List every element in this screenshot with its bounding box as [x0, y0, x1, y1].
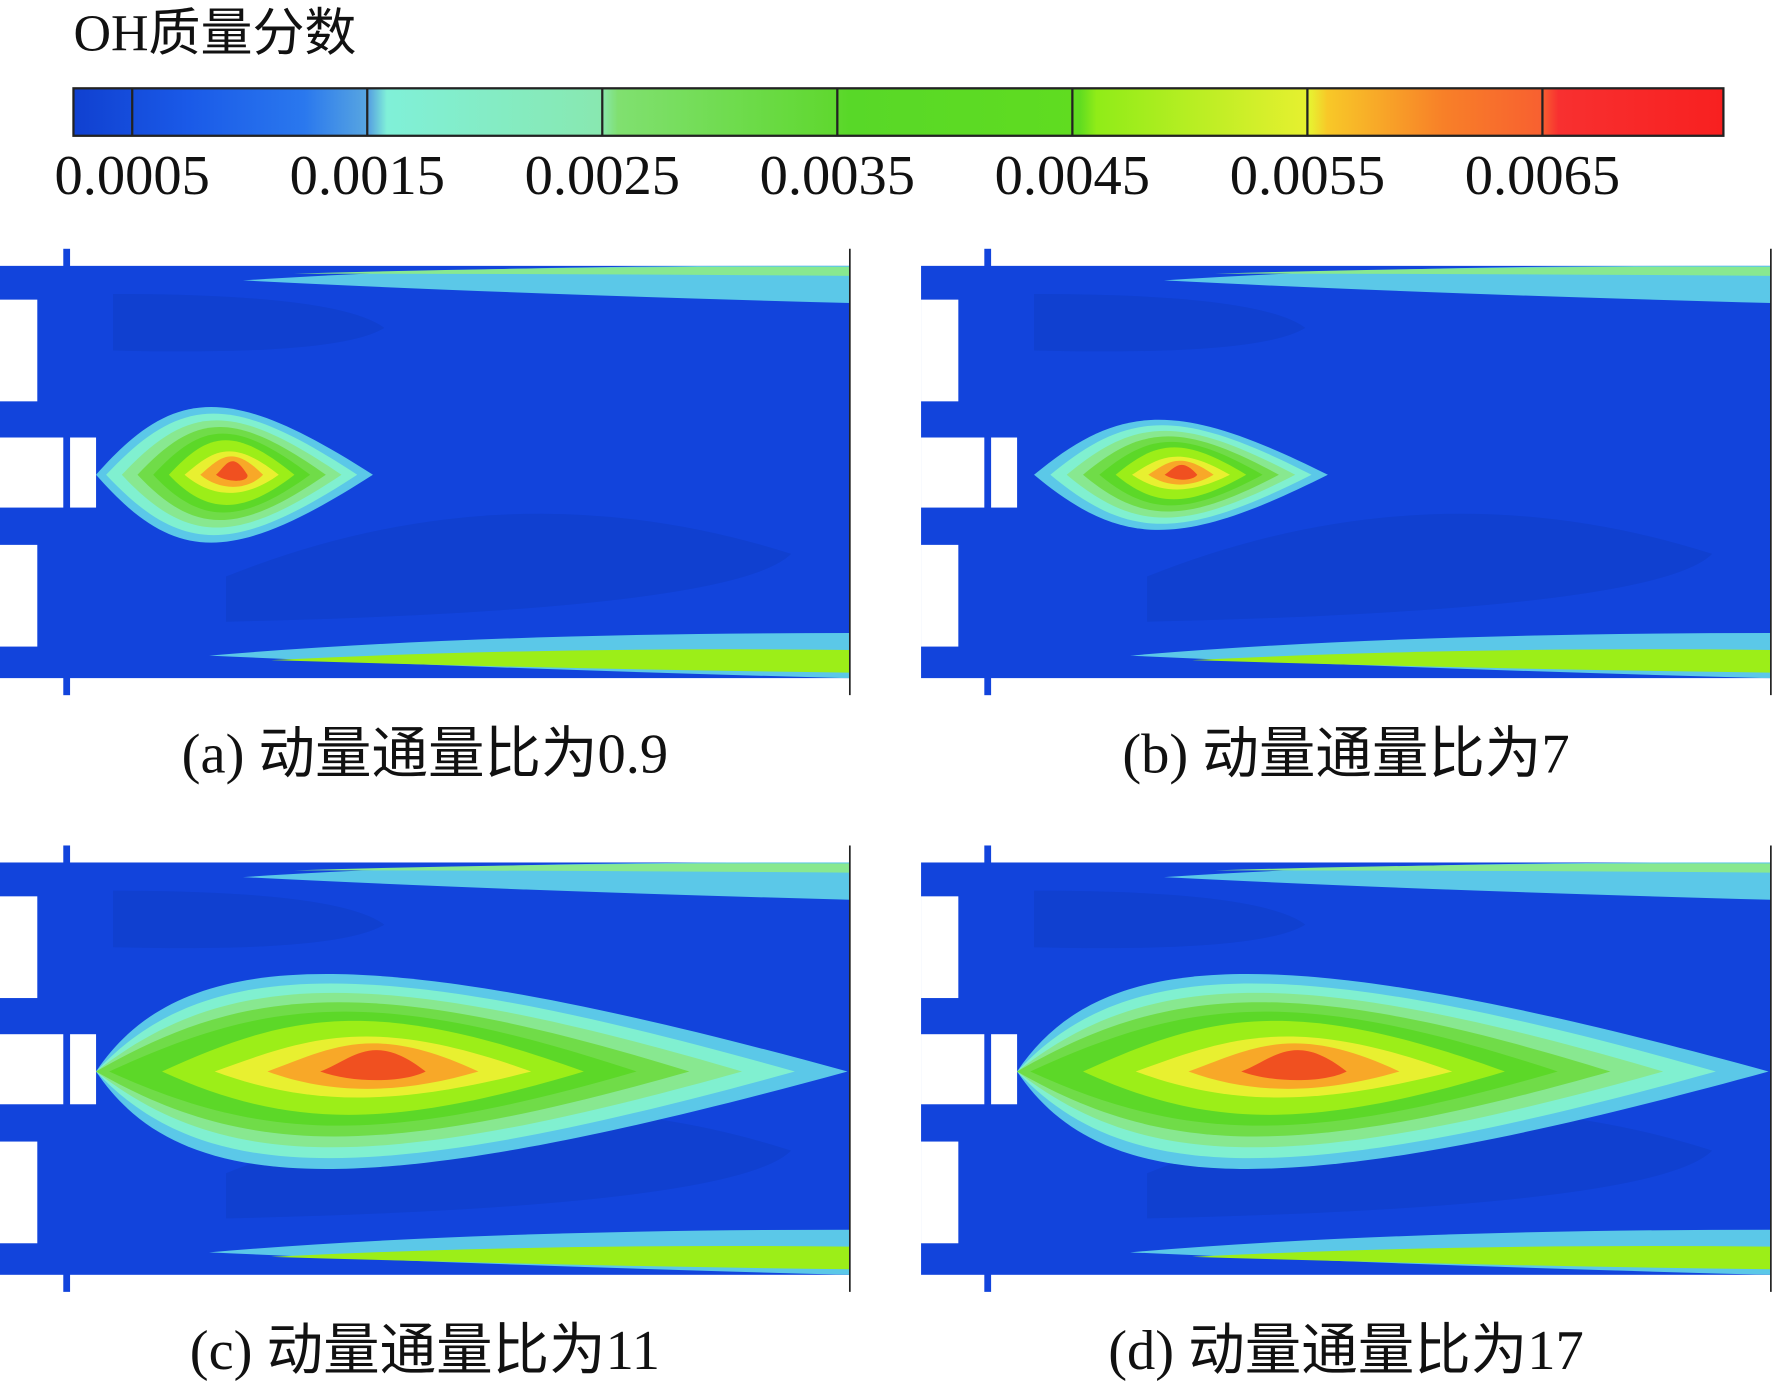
- colorbar-tick-label: 0.0055: [1230, 145, 1385, 207]
- inlet: [0, 1034, 97, 1105]
- streak: [1164, 265, 1771, 304]
- recirc-zone: [113, 890, 385, 949]
- probe-line: [63, 248, 71, 696]
- contour-panel: (c) 动量通量比为11: [0, 845, 851, 1382]
- recirc-zone: [226, 513, 792, 622]
- streak: [1164, 862, 1771, 900]
- flame-level: [1241, 1050, 1347, 1081]
- panel-caption: (b) 动量通量比为7: [1122, 724, 1569, 786]
- recirc-zone: [1034, 293, 1306, 352]
- panels: (a) 动量通量比为0.9 (b) 动量通量比为7 (c) 动量通量比为11 (d) …: [0, 248, 1772, 1382]
- colorbar-tick-label: 0.0065: [1465, 145, 1620, 207]
- contour-panel: (d) 动量通量比为17: [921, 845, 1772, 1382]
- streak: [271, 649, 850, 673]
- contour-panel: (b) 动量通量比为7: [921, 248, 1772, 786]
- wall: [921, 1141, 959, 1244]
- colorbar-tick-label: 0.0035: [760, 145, 915, 207]
- wall: [0, 896, 38, 999]
- inlet: [0, 437, 97, 508]
- wall: [0, 1141, 38, 1244]
- inlet: [921, 437, 1018, 508]
- probe-line: [63, 845, 71, 1292]
- colorbar-ticks: 0.0005 0.0015 0.0025 0.0035 0.0045 0.0055 0.00…: [55, 88, 1620, 207]
- wall: [0, 544, 38, 647]
- field: [921, 265, 1771, 679]
- panel-caption: (c) 动量通量比为11: [190, 1320, 660, 1382]
- colorbar-tick-label: 0.0045: [995, 145, 1150, 207]
- panel-caption: (d) 动量通量比为17: [1108, 1320, 1584, 1382]
- streak: [1214, 863, 1771, 873]
- inlet: [921, 1034, 1018, 1105]
- streak: [242, 862, 850, 900]
- field: [0, 862, 850, 1275]
- field: [921, 862, 1771, 1275]
- contour-panel: (a) 动量通量比为0.9: [0, 248, 851, 786]
- wall: [921, 544, 959, 647]
- colorbar-tick-label: 0.0025: [525, 145, 680, 207]
- streak: [1192, 1245, 1771, 1270]
- colorbar-tick-label: 0.0015: [290, 145, 445, 207]
- colorbar: [72, 87, 1725, 137]
- flame-level: [320, 1050, 426, 1081]
- streak: [1192, 649, 1771, 673]
- streak: [293, 266, 850, 276]
- colorbar-tick-label: 0.0005: [55, 145, 210, 207]
- flame-level: [215, 461, 248, 481]
- colorbar-title: OH质量分数: [73, 6, 356, 63]
- probe-line: [984, 845, 992, 1292]
- flame-level: [1164, 464, 1198, 480]
- field: [0, 265, 850, 679]
- panel-caption: (a) 动量通量比为0.9: [182, 724, 668, 786]
- wall: [921, 299, 959, 402]
- recirc-zone: [1147, 513, 1713, 622]
- recirc-zone: [113, 293, 385, 352]
- streak: [293, 863, 850, 873]
- wall: [921, 896, 959, 999]
- streak: [271, 1245, 850, 1270]
- probe-line: [984, 248, 992, 696]
- recirc-zone: [1034, 890, 1306, 949]
- wall: [0, 299, 38, 402]
- streak: [1214, 266, 1771, 276]
- streak: [242, 265, 850, 304]
